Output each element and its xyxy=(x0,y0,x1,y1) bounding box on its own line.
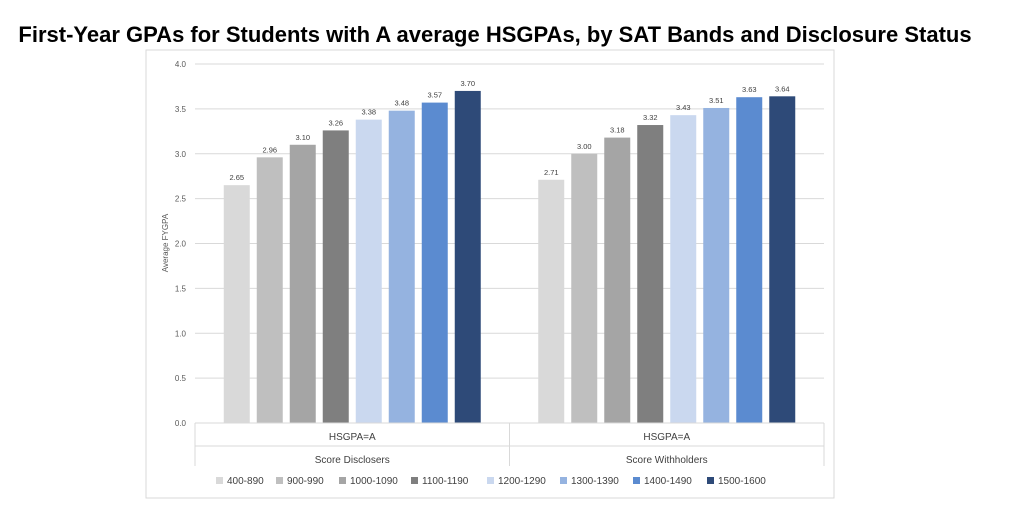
bar xyxy=(670,115,697,423)
gridlines xyxy=(195,63,824,424)
bar xyxy=(322,130,349,424)
legend-swatch xyxy=(560,477,567,484)
category-label: HSGPA=A xyxy=(329,432,376,443)
data-label: 3.26 xyxy=(328,118,343,127)
data-label: 3.51 xyxy=(709,96,724,105)
y-tick-label: 4.0 xyxy=(175,60,187,69)
bar xyxy=(388,110,415,424)
y-tick-label: 2.5 xyxy=(175,195,187,204)
data-label: 2.65 xyxy=(229,173,244,182)
bar xyxy=(604,137,631,423)
legend-swatch xyxy=(339,477,346,484)
legend-label: 400-890 xyxy=(227,476,264,487)
y-axis-label: Average FYGPA xyxy=(161,213,170,272)
y-axis-ticks: 0.0 0.5 1.0 1.5 2.0 2.5 3.0 3.5 4.0 xyxy=(175,60,187,428)
data-label: 3.10 xyxy=(295,133,310,142)
data-label: 3.38 xyxy=(361,108,376,117)
data-label: 3.48 xyxy=(394,99,409,108)
legend-label: 1100-1190 xyxy=(422,476,469,487)
bar xyxy=(769,96,796,423)
data-label: 3.00 xyxy=(577,142,592,151)
legend-swatch xyxy=(276,477,283,484)
bar xyxy=(571,153,598,423)
y-tick-label: 1.5 xyxy=(175,284,187,293)
category-labels: HSGPA=A Score Disclosers HSGPA=A Score With… xyxy=(315,432,708,466)
legend-label: 1500-1600 xyxy=(718,476,766,487)
data-label: 2.96 xyxy=(262,145,277,154)
bar xyxy=(355,119,382,424)
legend-swatch xyxy=(487,477,494,484)
bars xyxy=(223,90,796,424)
data-label: 3.57 xyxy=(427,91,442,100)
data-label: 3.43 xyxy=(676,103,691,112)
y-tick-label: 0.0 xyxy=(175,419,187,428)
legend-label: 1300-1390 xyxy=(571,476,619,487)
legend: 400-890 900-990 1000-1090 1100-1190 1200-129… xyxy=(216,476,766,487)
bar xyxy=(454,90,481,424)
y-tick-label: 2.0 xyxy=(175,240,187,249)
data-label: 3.32 xyxy=(643,113,658,122)
category-label: HSGPA=A xyxy=(643,432,690,443)
legend-label: 1000-1090 xyxy=(350,476,398,487)
category-axis-lines xyxy=(194,422,825,466)
bar xyxy=(289,144,316,423)
data-label: 3.70 xyxy=(460,79,475,88)
legend-swatch xyxy=(411,477,418,484)
data-label: 3.18 xyxy=(610,126,625,135)
data-labels: 2.65 2.96 3.10 3.26 3.38 3.48 3.57 3.70 2.71 3.00… xyxy=(229,79,789,182)
bar xyxy=(538,179,565,423)
bar xyxy=(256,157,283,423)
bar xyxy=(703,107,730,423)
bar xyxy=(421,102,448,423)
data-label: 2.71 xyxy=(544,168,559,177)
bar xyxy=(736,97,763,424)
legend-swatch xyxy=(633,477,640,484)
chart-title: First-Year GPAs for Students with A aver… xyxy=(18,22,972,47)
y-tick-label: 1.0 xyxy=(175,329,187,338)
bar xyxy=(637,125,664,423)
y-tick-label: 0.5 xyxy=(175,374,187,383)
data-label: 3.64 xyxy=(775,84,790,93)
y-tick-label: 3.0 xyxy=(175,150,187,159)
data-label: 3.63 xyxy=(742,85,757,94)
bar xyxy=(223,185,250,423)
chart-frame xyxy=(145,49,835,499)
y-tick-label: 3.5 xyxy=(175,105,187,114)
legend-swatch xyxy=(707,477,714,484)
group-label: Score Disclosers xyxy=(315,455,390,466)
legend-label: 1200-1290 xyxy=(498,476,546,487)
group-label: Score Withholders xyxy=(626,455,708,466)
legend-label: 1400-1490 xyxy=(644,476,692,487)
legend-label: 900-990 xyxy=(287,476,324,487)
legend-swatch xyxy=(216,477,223,484)
